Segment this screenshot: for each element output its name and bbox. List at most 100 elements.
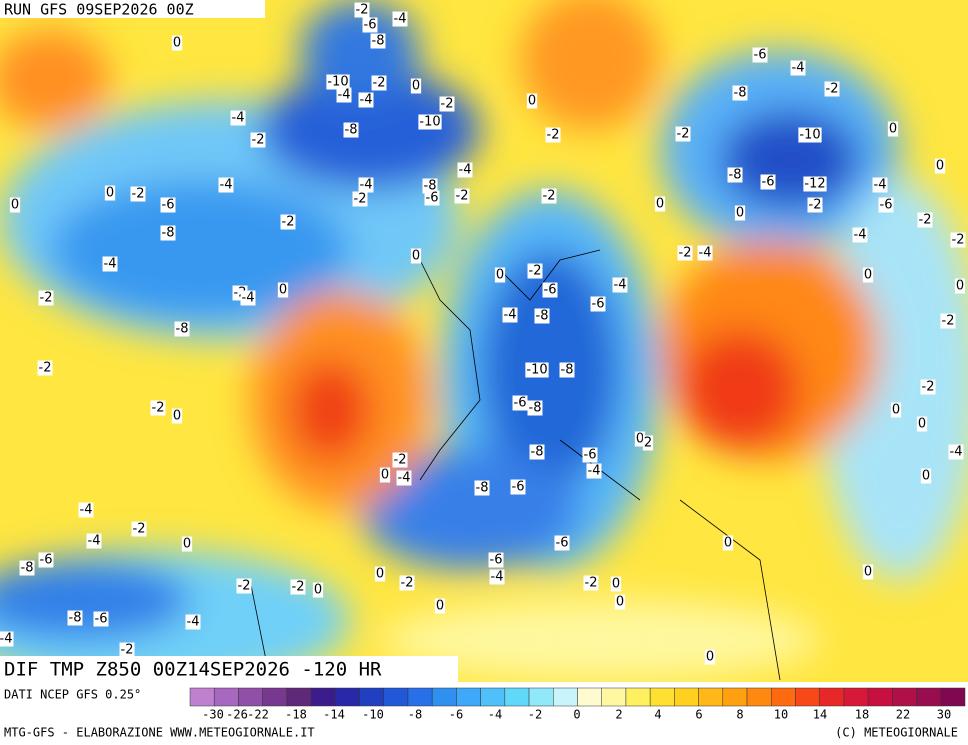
contour-label: -4 [398,471,411,486]
colorbar-cell [601,687,627,707]
contour-label-box [236,578,252,594]
contour-label-box [19,560,35,576]
contour-label-box [704,649,716,665]
contour-label: 0 [889,122,897,137]
contour-label-box [954,278,966,294]
colorbar-cell [722,687,748,707]
contour-label-box [396,470,412,486]
contour-label-box [354,2,370,18]
contour-label-box [634,431,646,447]
contour-label-box [38,290,54,306]
contour-label-box [727,167,743,183]
contour-label-box [950,232,966,248]
contour-label: -4 [220,178,233,193]
contour-label-box [675,126,691,142]
contour-label-box [9,197,21,213]
colorbar-label: -6 [449,708,463,722]
contour-label-box [119,642,135,658]
contour-label-box [410,78,422,94]
contour-label: 0 [864,268,872,283]
contour-label: -4 [0,632,12,647]
contour-label-box [760,174,776,190]
contour-label-box [890,402,902,418]
contour-label: -10 [327,75,348,90]
colorbar-label: 6 [695,708,702,722]
contour-label: 0 [183,537,191,552]
copyright-label: (C) METEOGIORNALE [835,726,958,740]
contour-label-box [878,197,894,213]
colorbar-cell [480,687,506,707]
contour-label: 0 [918,417,926,432]
contour-label-box [352,191,368,207]
contour-label: -8 [729,168,742,183]
contour-label-box [362,17,378,33]
colorbar-cell [528,687,554,707]
colorbar-cell [335,687,360,707]
contour-label: 0 [528,94,536,109]
contour-label: -4 [104,257,117,272]
contour-label-box [171,408,183,424]
contour-label: 0 [381,468,389,483]
contour-label: -2 [133,522,146,537]
contour-label: -6 [514,396,527,411]
contour-label-box [502,307,518,323]
contour-label: -8 [561,363,574,378]
contour-label: -2 [121,643,134,658]
contour-label-box [174,321,190,337]
contour-label-box [527,263,543,279]
contour-label-box [934,158,946,174]
colorbar-cell [262,687,288,707]
contour-label: 0 [279,283,287,298]
contour-label-box [374,566,386,582]
title-box [0,656,458,683]
contour-label: -2 [456,189,469,204]
contour-label: 0 [173,409,181,424]
colorbar-label: 2 [615,708,622,722]
contour-label-box [418,114,442,130]
contour-label-box [488,552,504,568]
contour-label-box [917,212,933,228]
contour-label: 0 [436,599,444,614]
contour-label: -2 [441,97,454,112]
contour-label-box [181,536,193,552]
colorbar-label: 18 [855,708,869,722]
colorbar-cell [189,687,215,707]
contour-label: -2 [238,579,251,594]
contour-label-box [78,502,94,518]
contour-label-box [732,85,748,101]
map-field [0,0,968,682]
contour-label-box [474,480,490,496]
contour-label-box [529,444,545,460]
contour-label-box [494,267,506,283]
colorbar-cell [819,687,845,707]
contour-label: 0 [736,206,744,221]
contour-label: 0 [636,432,644,447]
contour-label: 0 [412,249,420,264]
run-label: RUN GFS 09SEP2026 00Z [4,1,194,19]
contour-label: -4 [491,570,504,585]
contour-label-box [230,110,246,126]
contour-label: -4 [80,503,93,518]
contour-label-box [410,248,422,264]
contour-label-box [371,75,387,91]
contour-label: -2 [942,314,955,329]
contour-label: -2 [40,291,53,306]
colorbar-label: -18 [285,708,307,722]
contour-label-box [697,245,713,261]
contour-label-box [422,178,438,194]
contour-label: -4 [360,178,373,193]
contour-label: -2 [282,215,295,230]
contour-label-box [358,92,374,108]
colorbar-cell [238,687,263,707]
contour-label: -4 [459,163,472,178]
colorbar-cell [577,687,602,707]
contour-label-box [171,35,183,51]
contour-label-box [583,575,599,591]
contour-label-box [542,282,558,298]
contour-label: -6 [364,18,377,33]
contour-label: -2 [354,192,367,207]
contour-label: 0 [612,577,620,592]
colorbar-label: 30 [937,708,951,722]
contour-label: -6 [40,553,53,568]
